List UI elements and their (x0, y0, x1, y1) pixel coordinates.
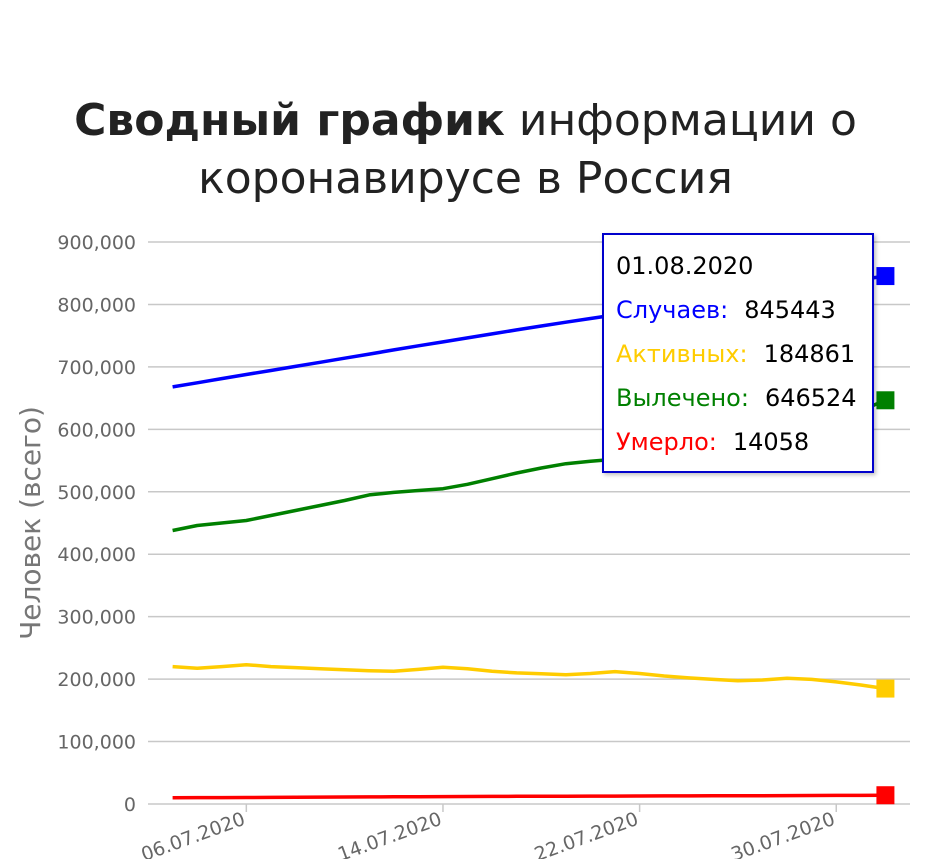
tooltip-value-deaths: 14058 (732, 428, 810, 456)
tooltip-label-cases: Случаев: (616, 296, 729, 324)
x-tick-label: 14.07.2020 (335, 808, 445, 859)
series-end-markers[interactable] (876, 267, 895, 805)
chart-title: Сводный график информации о коронавирусе… (0, 92, 931, 208)
series-end-marker-0[interactable] (876, 267, 895, 286)
x-axis-ticks: 06.07.2020 14.07.2020 22.07.2020 30.07.2020 (138, 804, 838, 859)
tooltip-row-cases: Случаев: 845443 (616, 293, 872, 337)
y-axis-ticks: 0 100,000 200,000 300,000 400,000 500,000 600,… (57, 232, 136, 816)
chart-title-bold: Сводный график (74, 95, 505, 146)
series-end-marker-2[interactable] (876, 391, 895, 410)
tooltip-row-active: Активных: 184861 (616, 337, 872, 381)
tooltip-row-deaths: Умерло: 14058 (616, 425, 872, 469)
tooltip: 01.08.2020 Случаев: 845443 Активных: 18486… (602, 233, 874, 473)
series-end-marker-3[interactable] (876, 786, 895, 805)
series-end-marker-1[interactable] (876, 679, 895, 698)
y-tick-label: 100,000 (57, 732, 136, 754)
tooltip-row-recovered: Вылечено: 646524 (616, 381, 872, 425)
grid (148, 241, 910, 805)
tooltip-value-recovered: 646524 (764, 384, 857, 412)
y-axis-label: Человек (всего) (14, 406, 47, 640)
tooltip-value-active: 184861 (763, 340, 856, 368)
y-tick-label: 700,000 (57, 357, 136, 379)
tooltip-label-recovered: Вылечено: (616, 384, 749, 412)
x-tick-label: 30.07.2020 (728, 808, 838, 859)
x-tick-label: 22.07.2020 (532, 808, 642, 859)
y-tick-label: 600,000 (57, 419, 136, 441)
y-tick-label: 200,000 (57, 669, 136, 691)
tooltip-label-active: Активных: (616, 340, 748, 368)
chart-title-rest: информации о (504, 95, 857, 146)
tooltip-label-deaths: Умерло: (616, 428, 717, 456)
y-tick-label: 300,000 (57, 607, 136, 629)
y-tick-label: 0 (124, 794, 136, 816)
tooltip-date: 01.08.2020 (616, 252, 754, 280)
x-tick-label: 06.07.2020 (138, 808, 248, 859)
y-tick-label: 800,000 (57, 294, 136, 316)
y-tick-label: 900,000 (57, 232, 136, 254)
series-line-3[interactable] (172, 793, 886, 800)
y-tick-label: 500,000 (57, 482, 136, 504)
tooltip-value-cases: 845443 (744, 296, 836, 324)
chart-title-line2: коронавирусе в Россия (198, 153, 733, 204)
series-line-1[interactable] (172, 662, 886, 691)
y-tick-label: 400,000 (57, 544, 136, 566)
